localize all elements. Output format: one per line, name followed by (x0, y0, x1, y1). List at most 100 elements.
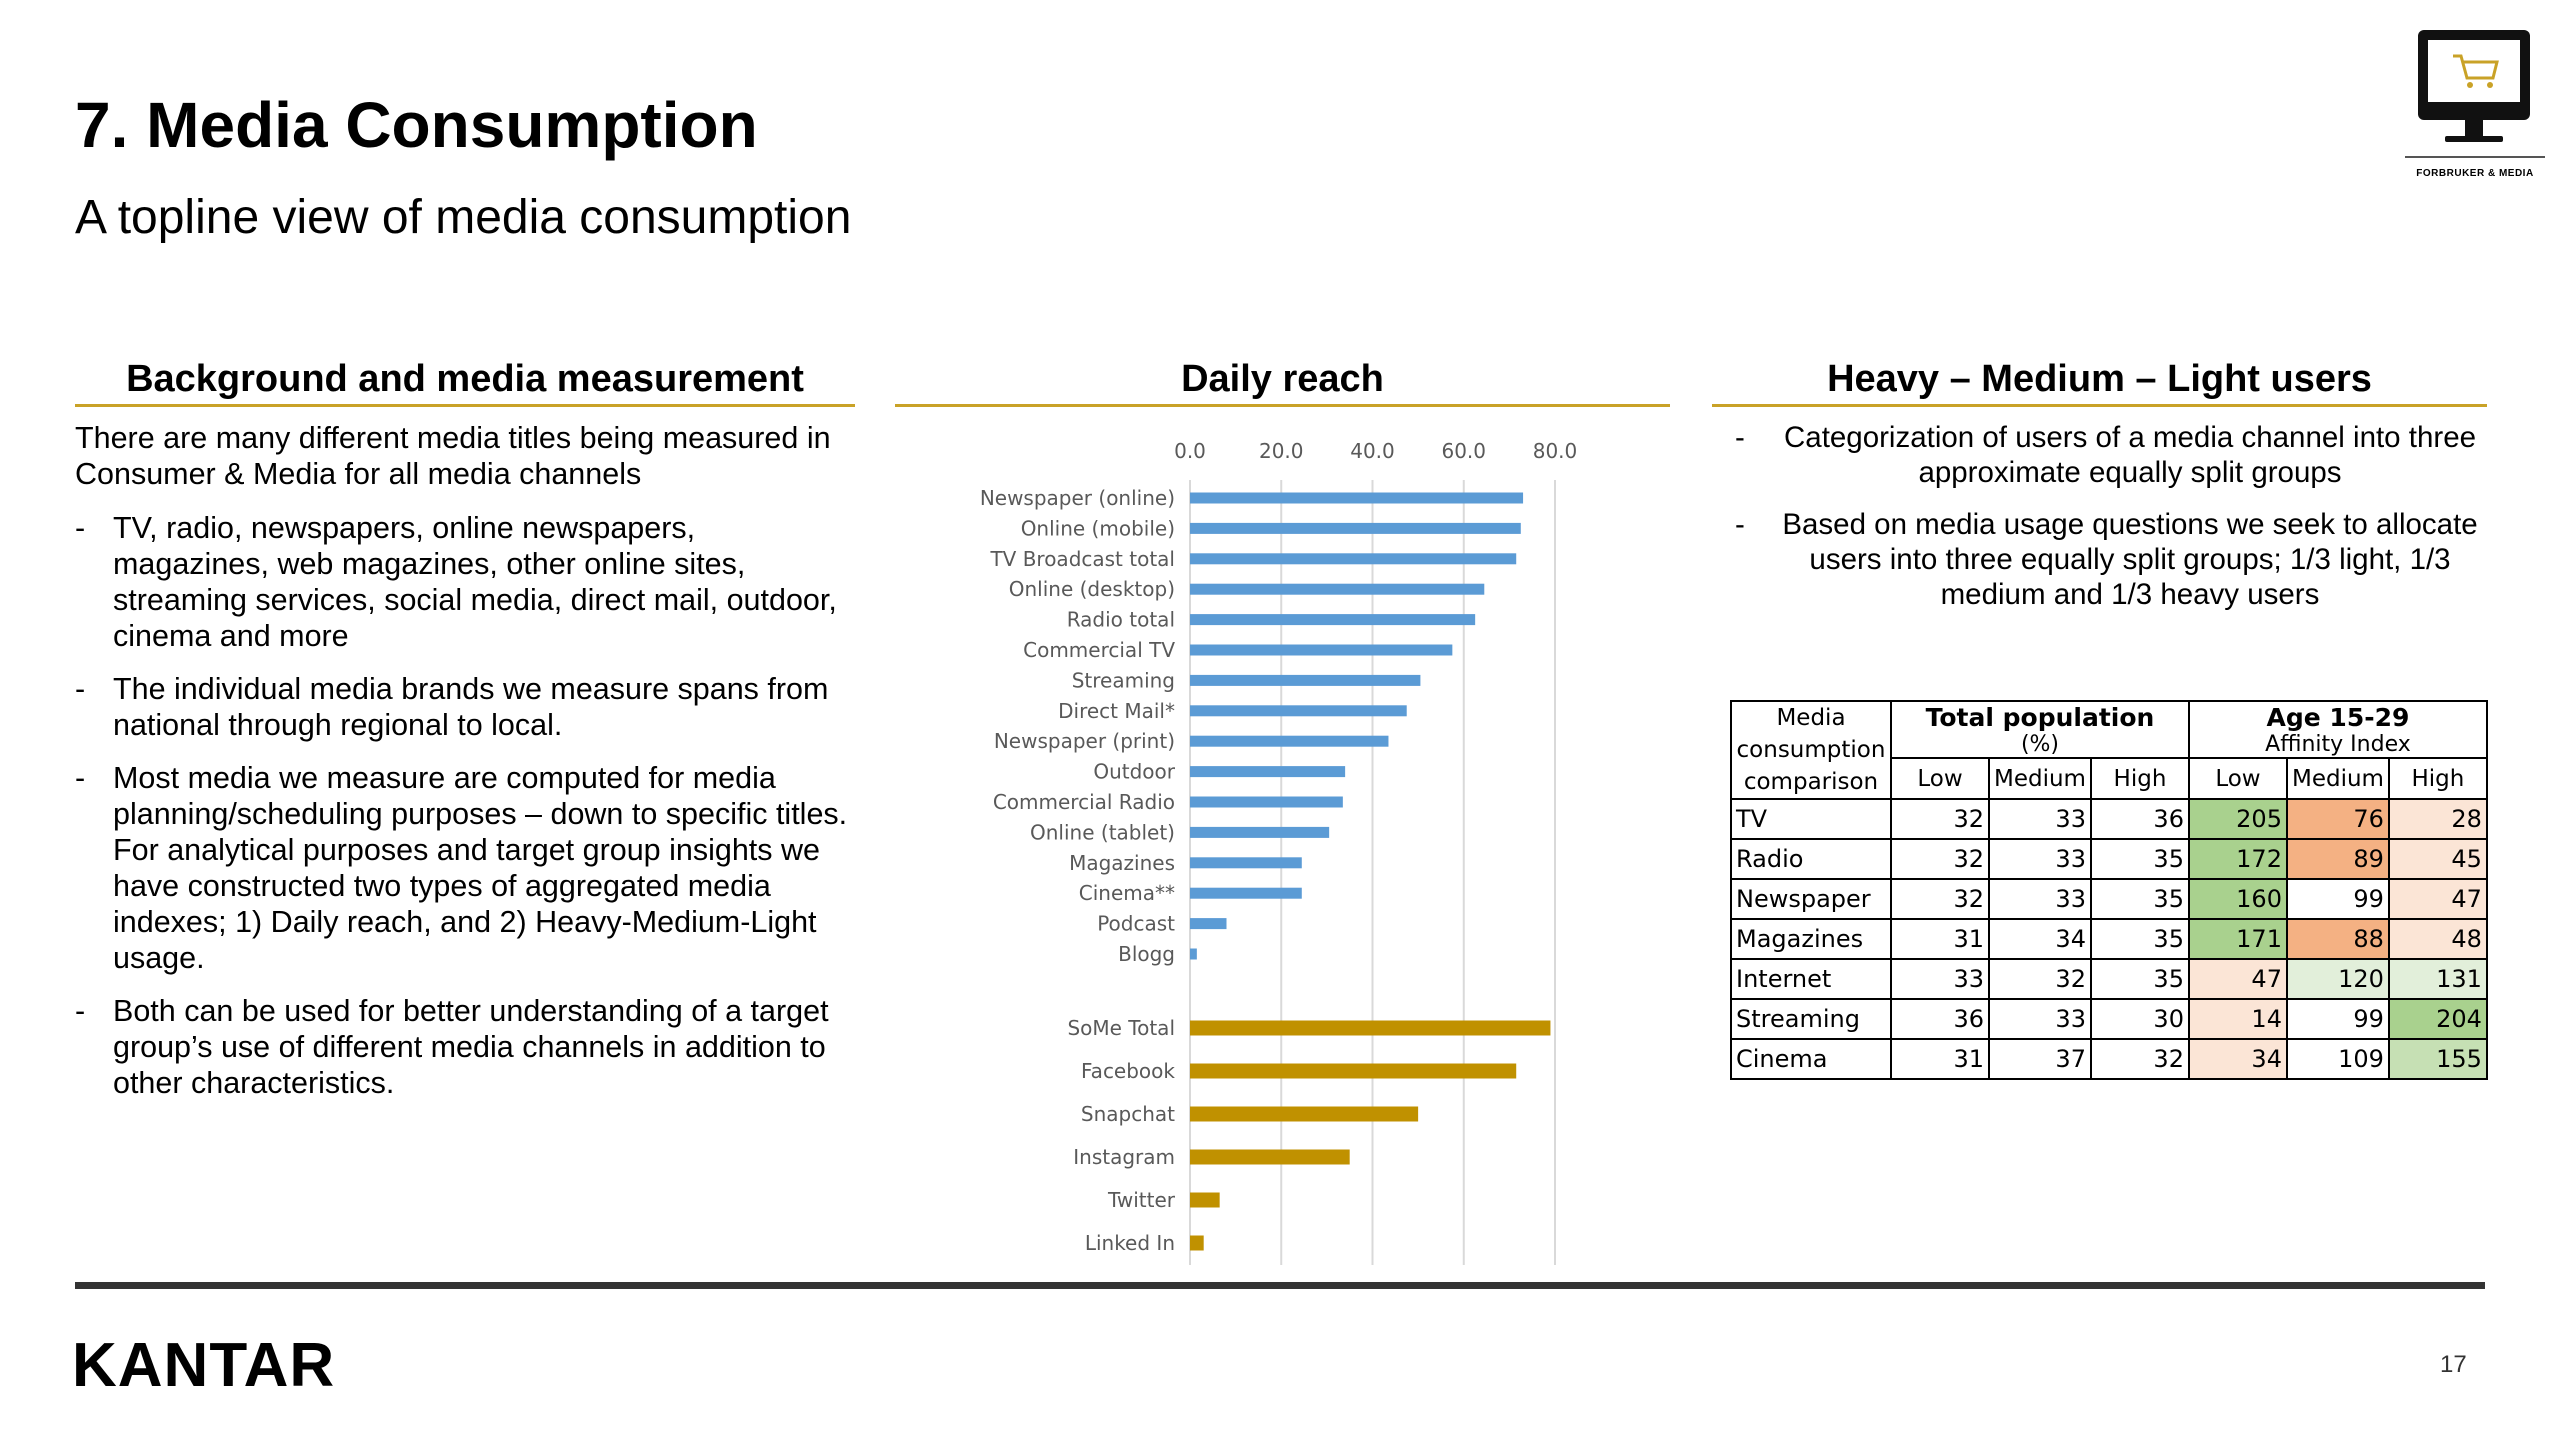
table-cell: 32 (1890, 838, 1990, 880)
row-label: Newspaper (1730, 878, 1892, 920)
x-tick-label: 0.0 (1174, 439, 1206, 463)
table-corner: Media consumption comparison (1730, 700, 1892, 800)
category-label: Direct Mail* (1058, 699, 1175, 723)
list-item: Categorization of users of a media chann… (1725, 420, 2505, 490)
x-tick-label: 60.0 (1441, 439, 1486, 463)
table-cell: 109 (2285, 1038, 2390, 1080)
table-cell: 89 (2285, 838, 2390, 880)
category-label: Newspaper (online) (980, 486, 1175, 510)
table-body: TV 32 33 36 205 76 28 Radio 32 33 35 172 89 45 Newspap… (1730, 798, 2488, 1080)
bar (1190, 1020, 1551, 1036)
category-label: Linked In (1085, 1231, 1175, 1255)
category-label: Newspaper (print) (994, 729, 1175, 753)
table-cell: 32 (2089, 1038, 2190, 1080)
hml-bullets: Categorization of users of a media chann… (1725, 420, 2505, 612)
table-cell: 33 (1988, 838, 2092, 880)
table-row: Newspaper 32 33 35 160 99 47 (1730, 878, 2488, 920)
table-cell: 45 (2387, 838, 2488, 880)
bar (1190, 644, 1453, 656)
logo-caption: FORBRUKER & MEDIA (2416, 168, 2534, 179)
hml-heading: Heavy – Medium – Light users (1827, 358, 2372, 400)
heading-rule (895, 404, 1670, 407)
cart-monitor-icon (2395, 22, 2555, 192)
affinity-table: Media consumption comparison Total popul… (1730, 699, 2488, 1080)
table-cell: 33 (1890, 958, 1990, 1000)
background-bullets: TV, radio, newspapers, online newspapers… (75, 510, 855, 1101)
bar (1190, 826, 1330, 838)
list-item: Both can be used for better understandin… (75, 993, 855, 1101)
category-label: Snapchat (1081, 1102, 1175, 1126)
category-label: Radio total (1067, 608, 1175, 632)
page-number: 17 (2440, 1351, 2467, 1378)
heading-rule (1712, 404, 2487, 407)
list-item: Based on media usage questions we seek t… (1725, 507, 2505, 612)
bar (1190, 522, 1521, 534)
column-header: High (2089, 757, 2190, 800)
bar (1190, 674, 1421, 686)
category-label: Streaming (1072, 668, 1175, 692)
category-label: Instagram (1073, 1145, 1175, 1169)
table-cell: 36 (2089, 798, 2190, 840)
bar (1190, 1235, 1204, 1251)
table-cell: 120 (2285, 958, 2390, 1000)
category-label: Online (tablet) (1030, 820, 1175, 844)
bar (1190, 766, 1346, 778)
bar (1190, 492, 1524, 504)
table-row: Internet 33 32 35 47 120 131 (1730, 958, 2488, 1000)
row-label: TV (1730, 798, 1892, 840)
table-cell: 35 (2089, 838, 2190, 880)
bar (1190, 553, 1517, 565)
column-header: Medium (2285, 757, 2390, 800)
background-intro: There are many different media titles be… (75, 421, 831, 491)
bar (1190, 857, 1302, 869)
bar (1190, 705, 1407, 717)
category-label: TV Broadcast total (989, 547, 1175, 571)
table-cell: 35 (2089, 958, 2190, 1000)
background-text: There are many different media titles be… (75, 420, 855, 1118)
category-label: Twitter (1107, 1188, 1176, 1212)
kantar-logo: KANTAR (72, 1331, 336, 1400)
page-title: 7. Media Consumption (75, 89, 758, 161)
category-label: Blogg (1118, 942, 1175, 966)
x-tick-label: 40.0 (1350, 439, 1395, 463)
table-row: Cinema 31 37 32 34 109 155 (1730, 1038, 2488, 1080)
column-header: Low (1890, 757, 1990, 800)
row-label: Cinema (1730, 1038, 1892, 1080)
table-cell: 31 (1890, 918, 1990, 960)
table-cell: 99 (2285, 878, 2390, 920)
column-header: High (2387, 757, 2488, 800)
table-cell: 32 (1890, 878, 1990, 920)
bar (1190, 887, 1302, 899)
group-total-population: Total population (%) (1890, 699, 2190, 760)
table-cell: 32 (1890, 798, 1990, 840)
bar (1190, 1192, 1220, 1208)
hml-text: Categorization of users of a media chann… (1725, 420, 2505, 629)
bar (1190, 796, 1343, 808)
table-cell: 33 (1988, 878, 2092, 920)
group-age-15-29: Age 15-29 Affinity Index (2187, 699, 2488, 760)
column-header: Low (2187, 757, 2288, 800)
bar (1190, 614, 1476, 626)
bar (1190, 1106, 1419, 1122)
bar (1190, 948, 1197, 960)
reach-heading: Daily reach (1181, 358, 1384, 400)
bar (1190, 583, 1485, 595)
table-cell: 35 (2089, 878, 2190, 920)
background-heading: Background and media measurement (126, 358, 804, 400)
category-label: Cinema** (1079, 881, 1175, 905)
table-cell: 37 (1988, 1038, 2092, 1080)
table-cell: 33 (1988, 798, 2092, 840)
category-label: Commercial Radio (993, 790, 1175, 814)
table-row: Radio 32 33 35 172 89 45 (1730, 838, 2488, 880)
table-cell: 99 (2285, 998, 2390, 1040)
table-cell: 131 (2387, 958, 2488, 1000)
category-label: Podcast (1097, 912, 1175, 936)
table-row: Streaming 36 33 30 14 99 204 (1730, 998, 2488, 1040)
bar (1190, 1063, 1517, 1079)
category-label: Magazines (1069, 851, 1175, 875)
x-tick-label: 80.0 (1533, 439, 1578, 463)
table-cell: 88 (2285, 918, 2390, 960)
row-label: Radio (1730, 838, 1892, 880)
table-cell: 205 (2187, 798, 2288, 840)
table-cell: 32 (1988, 958, 2092, 1000)
